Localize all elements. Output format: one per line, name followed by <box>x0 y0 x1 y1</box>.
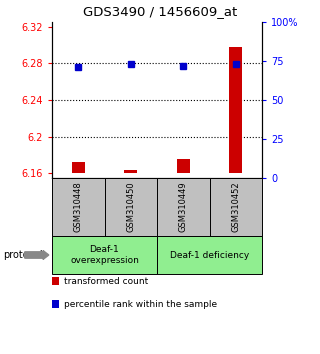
Text: GSM310452: GSM310452 <box>231 182 240 232</box>
Text: GSM310448: GSM310448 <box>74 182 83 232</box>
Text: Deaf-1 deficiency: Deaf-1 deficiency <box>170 251 249 259</box>
Text: GSM310449: GSM310449 <box>179 182 188 232</box>
Bar <box>177 159 190 173</box>
Text: GDS3490 / 1456609_at: GDS3490 / 1456609_at <box>83 6 237 18</box>
Bar <box>229 47 242 173</box>
Text: GSM310450: GSM310450 <box>126 182 135 232</box>
Text: Deaf-1
overexpression: Deaf-1 overexpression <box>70 245 139 265</box>
Bar <box>124 170 137 173</box>
Text: percentile rank within the sample: percentile rank within the sample <box>64 299 217 309</box>
Text: transformed count: transformed count <box>64 276 148 286</box>
Text: protocol: protocol <box>3 250 43 260</box>
Bar <box>72 162 85 173</box>
